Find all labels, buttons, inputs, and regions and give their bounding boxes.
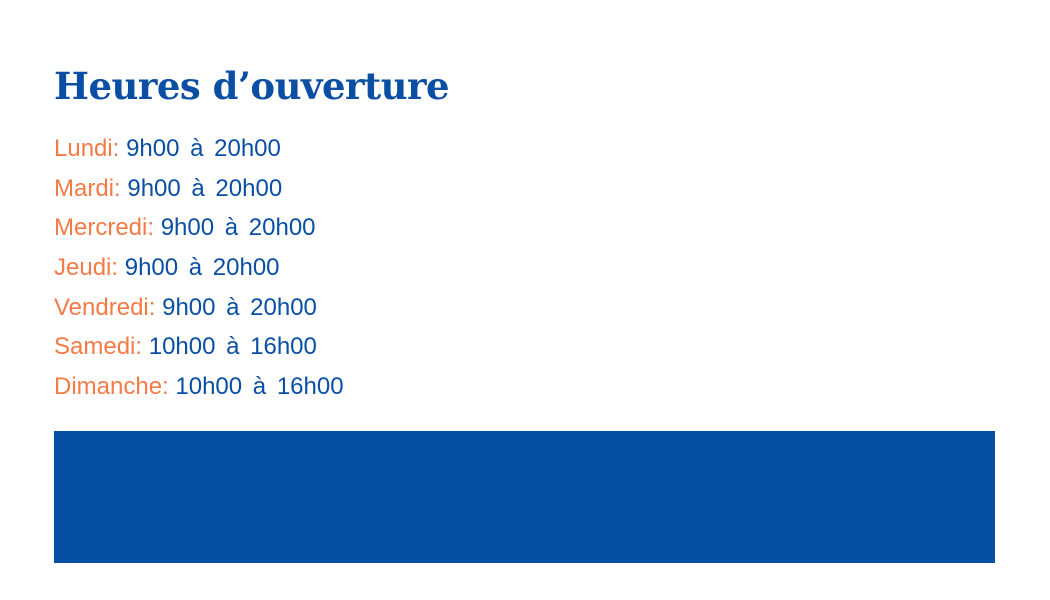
- hours-row-samedi: Samedi: 10h00 à 16h00: [54, 331, 344, 371]
- hours-row-dimanche: Dimanche: 10h00 à 16h00: [54, 371, 344, 411]
- hours-row-vendredi: Vendredi: 9h00 à 20h00: [54, 292, 344, 332]
- day-label: Dimanche:: [54, 373, 169, 401]
- hours-row-lundi: Lundi: 9h00 à 20h00: [54, 133, 344, 173]
- time-range: 9h00 à 20h00: [160, 214, 316, 242]
- hours-row-mercredi: Mercredi: 9h00 à 20h00: [54, 212, 344, 252]
- time-range: 9h00 à 20h00: [124, 254, 280, 282]
- time-range: 10h00 à 16h00: [175, 373, 344, 401]
- hours-row-mardi: Mardi: 9h00 à 20h00: [54, 173, 344, 213]
- day-label: Samedi:: [54, 333, 143, 361]
- blue-banner-block: [54, 431, 995, 563]
- time-range: 9h00 à 20h00: [162, 293, 317, 321]
- hours-row-jeudi: Jeudi: 9h00 à 20h00: [54, 252, 344, 292]
- day-label: Mardi:: [54, 174, 121, 202]
- day-label: Mercredi:: [54, 214, 155, 242]
- time-range: 9h00 à 20h00: [127, 174, 283, 202]
- day-label: Jeudi:: [54, 254, 119, 282]
- day-label: Vendredi:: [54, 293, 156, 321]
- time-range: 9h00 à 20h00: [126, 135, 281, 162]
- opening-hours-list: Lundi: 9h00 à 20h00 Mardi: 9h00 à 20h00 …: [54, 133, 344, 411]
- day-label: Lundi:: [54, 135, 120, 162]
- time-range: 10h00 à 16h00: [148, 333, 317, 361]
- page-title: Heures d’ouverture: [54, 64, 450, 108]
